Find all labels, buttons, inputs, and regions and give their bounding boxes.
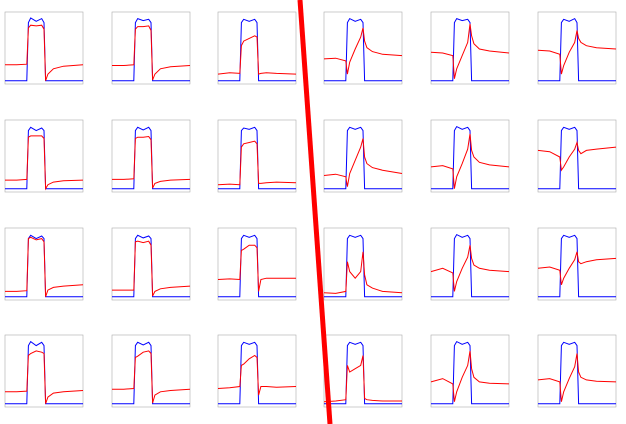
series-line (217, 35, 297, 75)
series-line (538, 341, 616, 405)
series-line (537, 30, 617, 75)
series-line (217, 244, 296, 292)
series-line (323, 138, 403, 187)
panel (537, 119, 617, 193)
panel (217, 334, 297, 408)
series-line (112, 126, 190, 190)
panel (323, 119, 403, 193)
series-line (217, 354, 297, 396)
panel (430, 227, 510, 301)
series-line (538, 17, 616, 82)
series-line (5, 236, 84, 297)
series-line (218, 18, 296, 82)
series-line (430, 133, 510, 189)
series-line (218, 341, 296, 405)
series-line (112, 350, 191, 404)
panel (4, 334, 84, 408)
series-line (537, 353, 617, 402)
series-line (431, 125, 509, 190)
panel (430, 119, 510, 193)
series-line (431, 233, 509, 298)
series-line (323, 251, 403, 294)
series-line (537, 251, 617, 285)
series-line (112, 17, 190, 82)
series-line (324, 341, 402, 405)
panel (323, 227, 403, 301)
series-line (217, 140, 297, 186)
panels (4, 11, 617, 408)
series-line (5, 135, 84, 191)
panel (217, 119, 297, 193)
series-line (537, 140, 617, 172)
panel-frame (111, 11, 191, 85)
series-line (5, 126, 83, 190)
series-line (430, 245, 510, 292)
series-line (112, 234, 190, 298)
panel (111, 334, 191, 408)
series-line (324, 126, 402, 190)
panel (537, 11, 617, 85)
series-line (324, 17, 402, 82)
panel (4, 119, 84, 193)
series-line (538, 234, 616, 298)
panel (4, 11, 84, 85)
panel (323, 334, 403, 408)
series-line (430, 350, 510, 402)
series-line (324, 234, 402, 298)
panel (323, 11, 403, 85)
series-line (431, 17, 509, 82)
series-line (112, 341, 190, 405)
series-line (323, 27, 403, 75)
panel (217, 227, 297, 301)
series-line (112, 135, 191, 189)
series-line (5, 234, 83, 298)
series-line (431, 340, 509, 405)
series-line (112, 240, 191, 297)
series-line (5, 350, 84, 404)
series-line (430, 23, 510, 79)
series-line (323, 355, 402, 403)
panel (537, 334, 617, 408)
panel (217, 11, 297, 85)
series-line (5, 340, 83, 405)
panel (430, 11, 510, 85)
panel (111, 227, 191, 301)
series-line (218, 234, 296, 298)
slash-divider (297, 0, 333, 424)
series-line (538, 126, 616, 190)
panel (111, 11, 191, 85)
series-line (5, 24, 84, 81)
panel (111, 119, 191, 193)
panel (537, 227, 617, 301)
series-line (112, 25, 191, 81)
series-line (5, 17, 83, 82)
series-line (218, 126, 296, 190)
panel (4, 227, 84, 301)
panel (430, 334, 510, 408)
